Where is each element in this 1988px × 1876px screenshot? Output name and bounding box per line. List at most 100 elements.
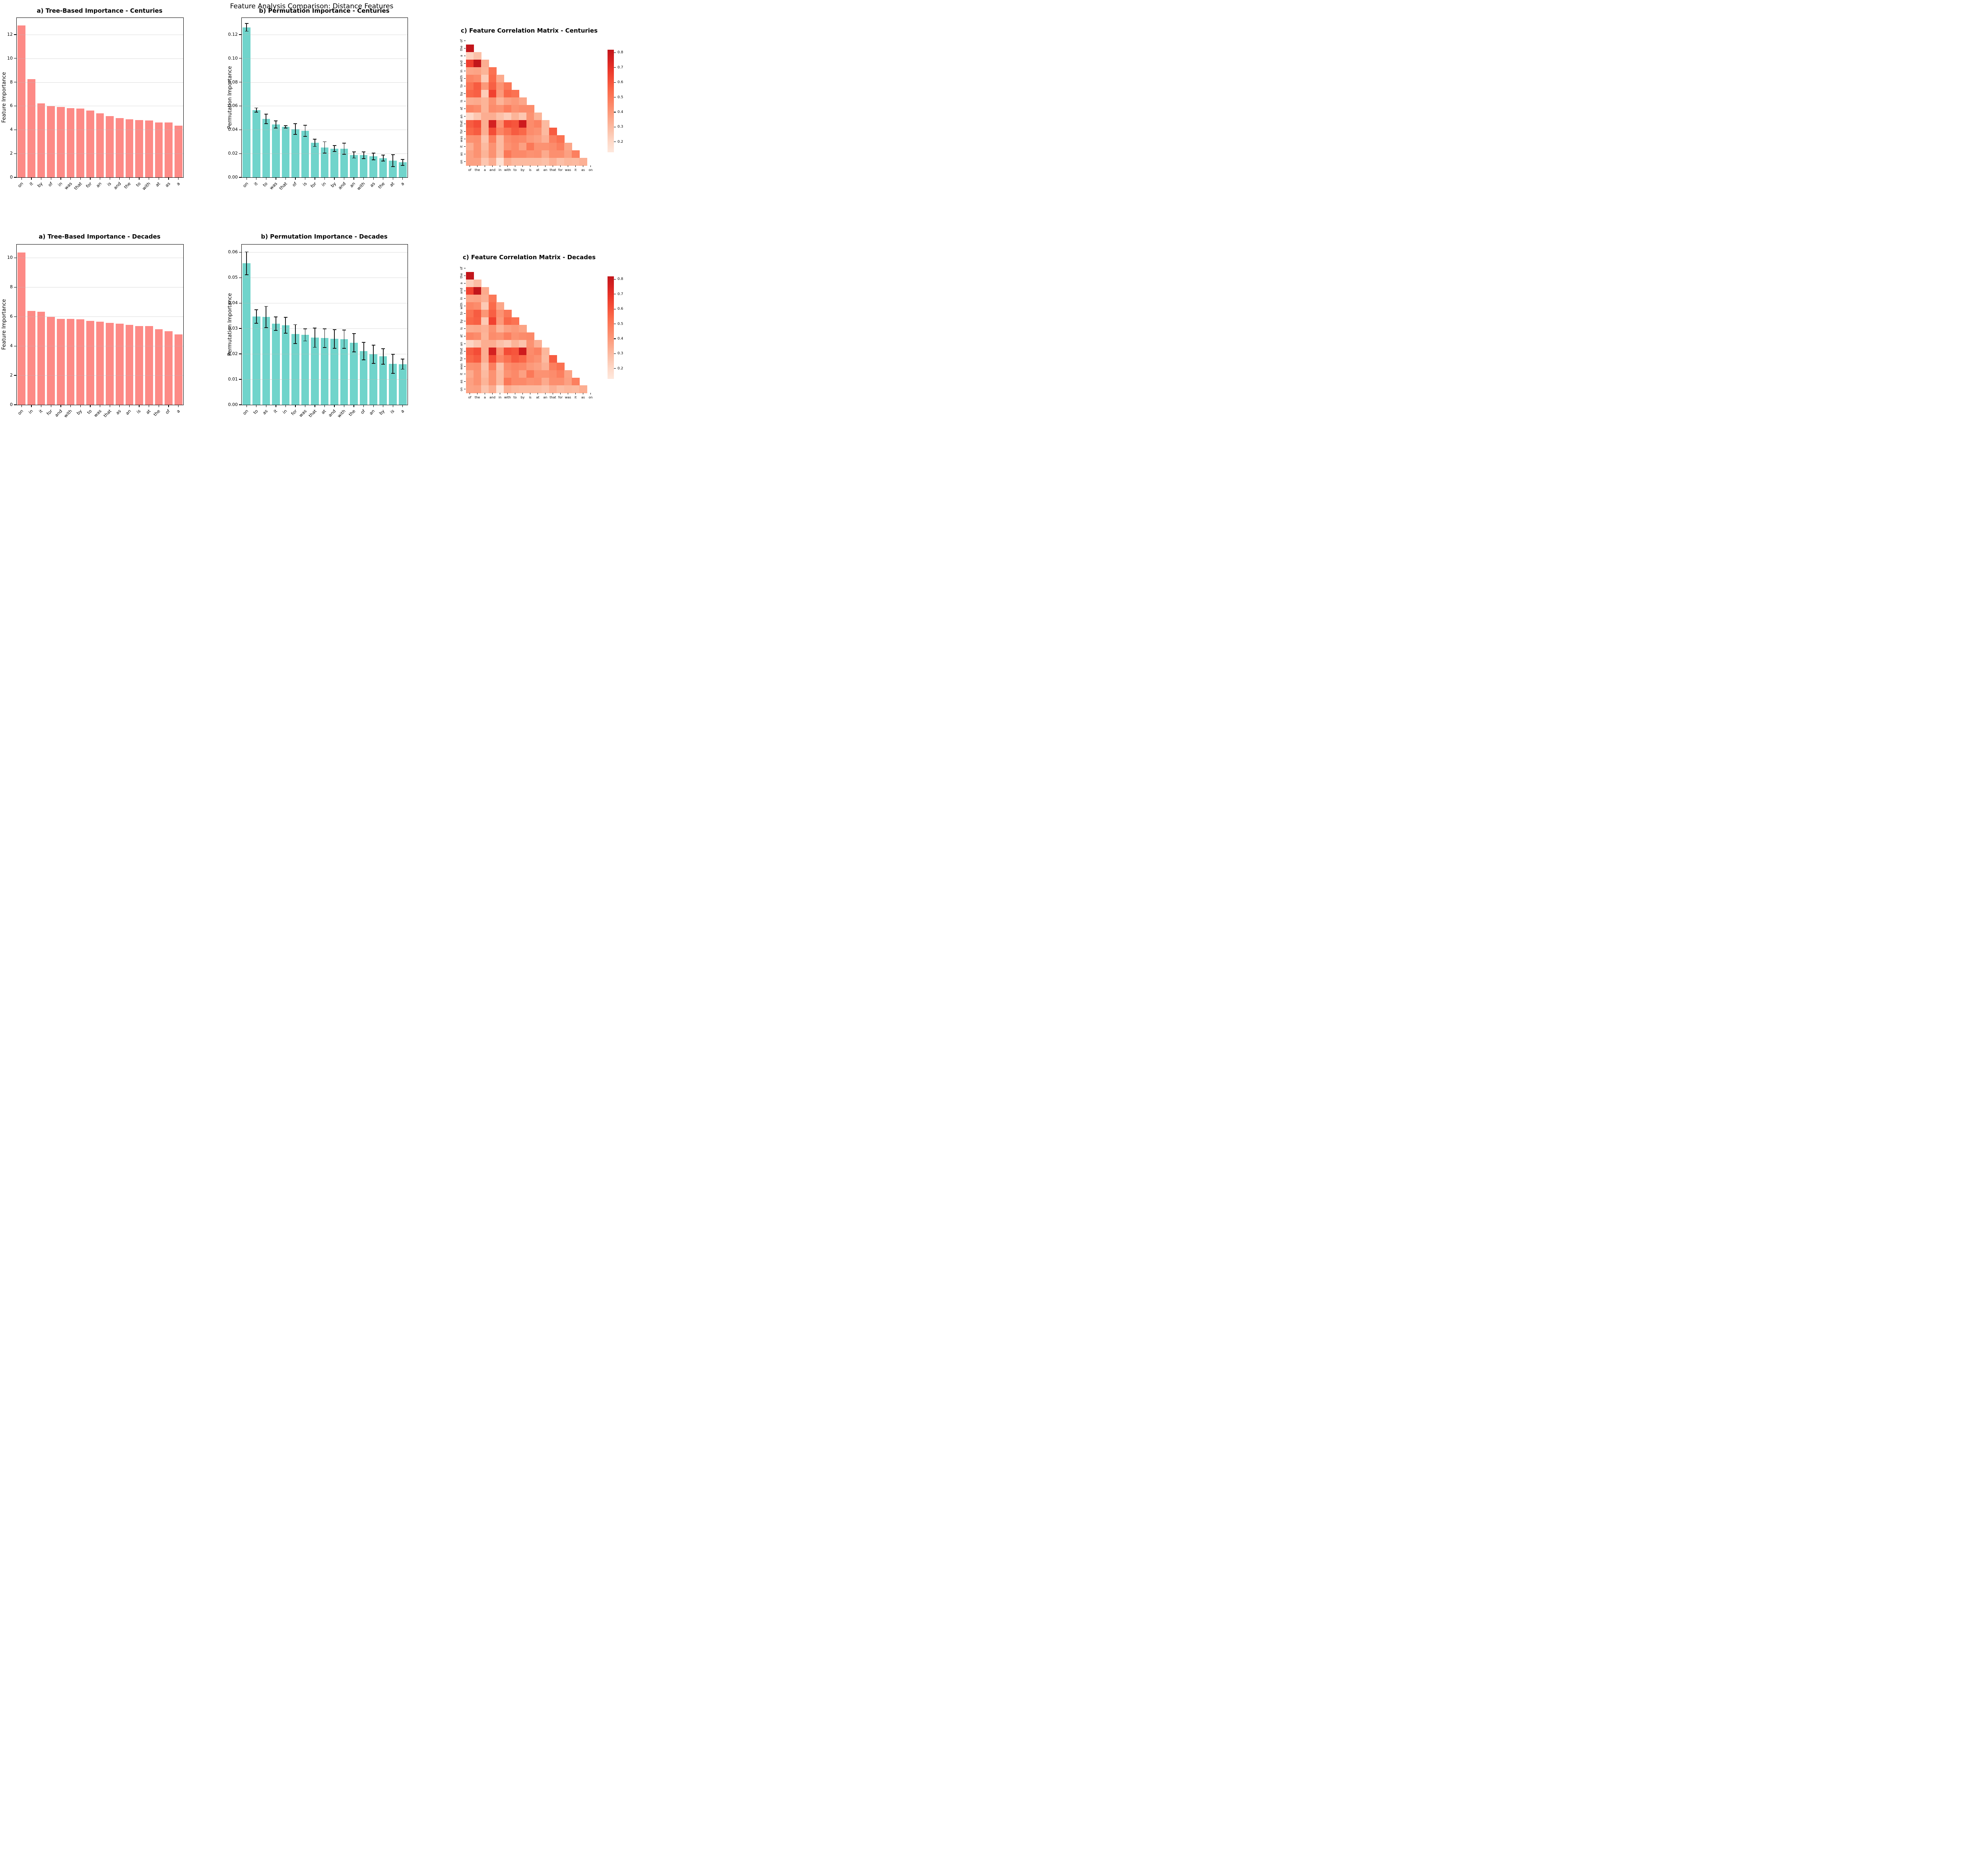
x-tick-label: to bbox=[135, 181, 142, 188]
x-tick-label: the bbox=[123, 181, 132, 190]
heatmap-cell bbox=[504, 90, 512, 98]
error-bar-cap bbox=[293, 324, 297, 325]
heatmap-cell bbox=[526, 348, 534, 355]
heatmap-cell bbox=[474, 332, 481, 340]
error-bar bbox=[256, 108, 257, 113]
gridline bbox=[242, 379, 408, 380]
y-tick-label: 0.10 bbox=[228, 55, 238, 61]
bar-of bbox=[165, 331, 173, 405]
gridline bbox=[17, 58, 183, 59]
heatmap-cell bbox=[511, 340, 519, 348]
heatmap-cell bbox=[466, 325, 474, 333]
bar-the bbox=[125, 119, 134, 177]
heatmap-cell bbox=[526, 378, 534, 386]
y-tick-label: 8 bbox=[10, 79, 13, 85]
heatmap-cell bbox=[549, 370, 557, 378]
heatmap-cell bbox=[489, 348, 497, 355]
heatmap-cell bbox=[489, 355, 497, 363]
x-tick-label: and bbox=[54, 408, 64, 418]
heatmap-cell bbox=[511, 158, 519, 166]
gridline bbox=[17, 375, 183, 376]
bar-on bbox=[243, 27, 251, 177]
error-bar-cap bbox=[303, 340, 307, 342]
error-bar bbox=[285, 125, 286, 128]
heatmap-cell bbox=[481, 310, 489, 318]
x-tickmark bbox=[324, 405, 325, 407]
heatmap-cell bbox=[496, 75, 504, 83]
heatmap-cell bbox=[572, 150, 580, 158]
heatmap-cell bbox=[519, 332, 527, 340]
heatmap-col-tickmark bbox=[507, 393, 508, 394]
heatmap-cell bbox=[549, 355, 557, 363]
x-tickmark bbox=[60, 177, 61, 180]
heatmap-col-label: a bbox=[484, 396, 486, 399]
heatmap-cell bbox=[466, 370, 474, 378]
error-bar bbox=[363, 151, 364, 159]
bar-and bbox=[57, 318, 65, 405]
x-tickmark bbox=[119, 177, 120, 180]
heatmap-col-label: that bbox=[549, 168, 556, 172]
figure-canvas: { "figure": { "title": "Feature Analysis… bbox=[0, 0, 623, 419]
x-tickmark bbox=[80, 405, 81, 407]
x-tickmark bbox=[285, 177, 286, 180]
heatmap-row-label: on bbox=[460, 159, 463, 164]
colorbar-decades: 0.8 0.7 0.6 0.5 0.4 0.3 0.2 bbox=[608, 276, 623, 379]
heatmap-cell bbox=[511, 355, 519, 363]
x-tick-label: on bbox=[16, 181, 24, 189]
error-bar bbox=[382, 349, 384, 364]
heatmap-cell bbox=[526, 135, 534, 143]
x-tick-label: the bbox=[152, 408, 161, 418]
heatmap-col-label: and bbox=[489, 396, 496, 399]
bar-the bbox=[350, 342, 358, 405]
heatmap-row-label: for bbox=[460, 129, 463, 134]
x-tickmark bbox=[402, 177, 403, 180]
heatmap-cell bbox=[474, 52, 481, 60]
axes-tree-centuries: 0 2 4 6 8 10 12 on it by of in was that for an is and the t… bbox=[7, 17, 184, 191]
heatmap-row-label: to bbox=[460, 312, 463, 315]
heatmap-cell bbox=[511, 385, 519, 393]
heatmap-row-label: of bbox=[460, 39, 463, 43]
heatmap-row-label: is bbox=[460, 327, 463, 330]
x-tick-label: that bbox=[102, 408, 113, 419]
error-bar-cap bbox=[303, 136, 307, 137]
heatmap-row-tickmark bbox=[464, 63, 466, 64]
error-bar bbox=[246, 252, 247, 275]
heatmap-row-tickmark bbox=[464, 298, 466, 299]
x-tick-label: the bbox=[377, 181, 386, 190]
heatmap-cell bbox=[489, 340, 497, 348]
heatmap-cell bbox=[534, 363, 542, 371]
y-axis-label-text: Feature Importance bbox=[1, 299, 7, 350]
heatmap-col-label: as bbox=[581, 168, 585, 172]
heatmap-cell bbox=[474, 385, 481, 393]
error-bar-cap bbox=[332, 145, 336, 146]
heatmap-cell bbox=[519, 120, 527, 128]
heatmap-cell bbox=[466, 105, 474, 113]
heatmap-col-label: the bbox=[474, 396, 480, 399]
heatmap-cell bbox=[534, 370, 542, 378]
heatmap-cell bbox=[511, 325, 519, 333]
x-tick-label: an bbox=[368, 408, 376, 416]
heatmap-cell bbox=[481, 90, 489, 98]
heatmap-cell bbox=[496, 340, 504, 348]
error-bar-cap bbox=[254, 309, 258, 310]
heatmap-cell bbox=[511, 370, 519, 378]
error-bar bbox=[324, 328, 325, 348]
bar-that bbox=[282, 126, 290, 177]
heatmap-cell bbox=[496, 90, 504, 98]
heatmap-cell bbox=[481, 158, 489, 166]
bar-a bbox=[174, 334, 182, 405]
heatmap-cell bbox=[474, 348, 481, 355]
heatmap-col-label: is bbox=[529, 168, 532, 172]
heatmap-row-tickmark bbox=[464, 313, 466, 314]
heatmap-cell bbox=[466, 302, 474, 310]
x-tick-label: for bbox=[45, 408, 54, 417]
heatmap-cell bbox=[496, 135, 504, 143]
heatmap-cell bbox=[534, 150, 542, 158]
x-tick-label: it bbox=[272, 408, 279, 414]
heatmap-cell bbox=[542, 378, 549, 386]
heatmap-cell bbox=[534, 120, 542, 128]
heatmap-cell bbox=[549, 143, 557, 151]
heatmap-cell bbox=[504, 363, 512, 371]
heatmap-cell bbox=[489, 135, 497, 143]
gridline bbox=[242, 58, 408, 59]
